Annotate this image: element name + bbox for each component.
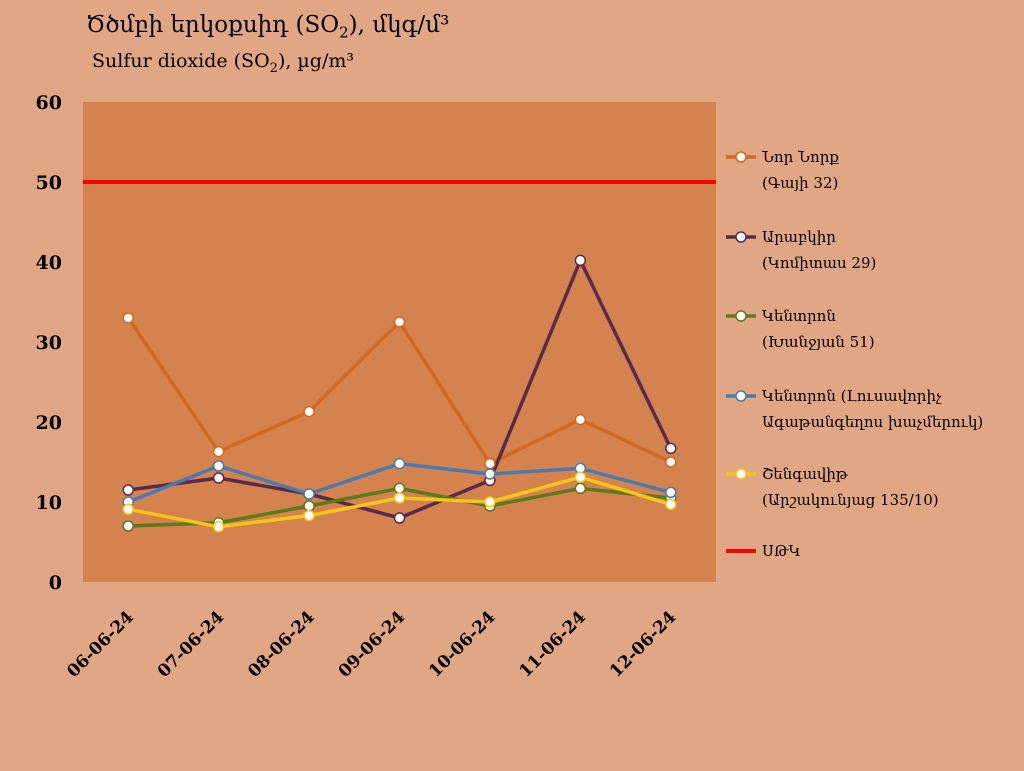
data-point xyxy=(122,520,134,532)
legend-label: Կենտրոն (Լուսավորիչ xyxy=(762,387,942,405)
data-point xyxy=(574,254,587,267)
legend-label-line2: Ագաթանգեղոս խաչմերուկ) xyxy=(762,413,983,431)
data-point xyxy=(665,442,677,455)
y-tick-label: 40 xyxy=(36,252,62,274)
data-point xyxy=(484,468,496,480)
x-tick-label: 09-06-24 xyxy=(335,607,409,681)
data-point xyxy=(574,471,587,483)
data-point xyxy=(484,496,496,508)
data-point xyxy=(393,457,406,470)
data-point xyxy=(665,486,677,499)
data-point xyxy=(574,413,587,426)
data-point xyxy=(393,316,406,328)
data-point xyxy=(303,488,315,500)
data-point xyxy=(665,498,677,511)
x-tick-label: 10-06-24 xyxy=(425,607,499,681)
x-tick-label: 08-06-24 xyxy=(244,607,318,681)
legend-label-limit: ՍԹԿ xyxy=(762,542,801,560)
legend-marker xyxy=(735,390,747,402)
y-tick-label: 20 xyxy=(36,412,62,434)
data-point xyxy=(303,405,315,418)
data-point xyxy=(665,456,677,468)
legend-label: Նոր Նորք xyxy=(761,148,839,166)
x-tick-label: 06-06-24 xyxy=(63,607,137,681)
legend-label: Շենգավիթ xyxy=(762,465,849,483)
legend-marker xyxy=(735,151,747,163)
chart-title: Ծծմբի երկօքսիդ (SO2), մկգ/մ³ xyxy=(86,12,450,42)
y-tick-label: 0 xyxy=(49,572,62,594)
data-point xyxy=(393,512,406,524)
legend-marker xyxy=(735,310,747,322)
legend-label-line2: (Խանջյան 51) xyxy=(762,333,875,351)
data-point xyxy=(574,482,587,495)
data-point xyxy=(122,503,134,515)
data-point xyxy=(212,472,225,484)
data-point xyxy=(393,492,406,504)
data-point xyxy=(393,482,406,495)
x-tick-label: 11-06-24 xyxy=(516,607,590,681)
data-point xyxy=(122,484,134,496)
data-point xyxy=(484,457,496,470)
data-point xyxy=(212,445,225,458)
legend-label-line2: (Կոմիտաս 29) xyxy=(762,254,876,272)
y-tick-label: 30 xyxy=(36,332,62,354)
data-point xyxy=(212,521,225,533)
y-tick-label: 60 xyxy=(36,92,62,114)
legend-marker xyxy=(735,231,747,243)
data-point xyxy=(122,312,134,324)
y-tick-label: 50 xyxy=(36,172,62,194)
legend-label-line2: (Գայի 32) xyxy=(762,174,838,192)
x-tick-label: 12-06-24 xyxy=(606,607,680,681)
legend-label: Կենտրոն xyxy=(762,307,836,325)
data-point xyxy=(212,460,225,472)
data-point xyxy=(303,509,315,522)
data-point xyxy=(303,500,315,512)
chart-subtitle: Sulfur dioxide (SO2), µg/m³ xyxy=(92,50,354,76)
legend-label-line2: (Արշակունյաց 135/10) xyxy=(762,491,939,509)
legend-label: Արաբկիր xyxy=(762,228,836,246)
y-tick-label: 10 xyxy=(36,492,62,514)
x-tick-label: 07-06-24 xyxy=(154,607,228,681)
legend-marker xyxy=(735,468,747,480)
